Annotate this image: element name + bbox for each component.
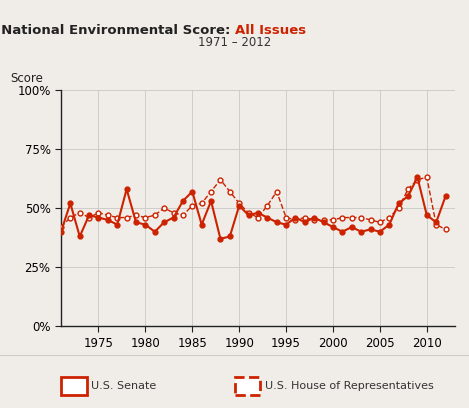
Text: 1971 – 2012: 1971 – 2012 — [198, 36, 271, 49]
Text: U.S. Senate: U.S. Senate — [91, 381, 157, 390]
Text: U.S. House of Representatives: U.S. House of Representatives — [265, 381, 434, 390]
Text: All Issues: All Issues — [234, 24, 306, 37]
Text: Average National Environmental Score:: Average National Environmental Score: — [0, 24, 234, 37]
Text: Score: Score — [10, 72, 43, 85]
